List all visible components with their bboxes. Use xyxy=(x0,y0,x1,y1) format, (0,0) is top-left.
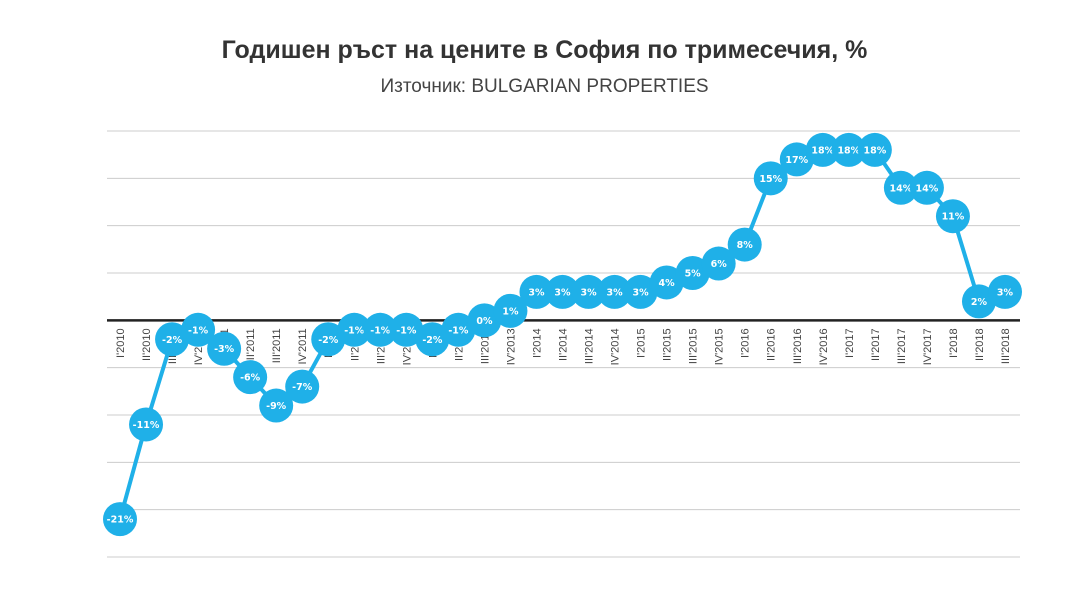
data-point xyxy=(988,274,1022,309)
x-tick-label: I'2010 xyxy=(115,328,127,358)
data-point xyxy=(857,132,892,167)
x-tick-label: II'2015 xyxy=(662,328,674,361)
data-label: 0% xyxy=(476,316,493,327)
data-point xyxy=(259,388,294,423)
data-point xyxy=(909,170,944,205)
data-point xyxy=(935,199,970,234)
data-label: 5% xyxy=(685,269,702,280)
data-label: 18% xyxy=(811,145,834,156)
x-tick-label: III'2015 xyxy=(688,328,700,364)
data-label: 18% xyxy=(863,145,886,156)
x-tick-label: III'2018 xyxy=(1000,328,1012,364)
data-label: -7% xyxy=(292,382,313,393)
data-label: 3% xyxy=(554,287,571,298)
data-label: 14% xyxy=(916,183,939,194)
data-point xyxy=(779,142,814,177)
data-label: 1% xyxy=(502,306,519,317)
data-point xyxy=(155,322,190,357)
data-point xyxy=(467,303,502,338)
x-tick-label: IV'2016 xyxy=(818,328,830,365)
x-tick-label: II'2017 xyxy=(870,328,882,361)
data-point xyxy=(961,284,996,319)
data-label: 3% xyxy=(580,287,597,298)
x-tick-label: III'2017 xyxy=(896,328,908,364)
data-label: 2% xyxy=(971,297,988,308)
data-label: -2% xyxy=(422,335,443,346)
x-tick-label: IV'2014 xyxy=(610,328,622,365)
data-label: 6% xyxy=(711,259,728,270)
data-point xyxy=(623,274,658,309)
data-label: 3% xyxy=(633,287,650,298)
x-tick-label: III'2011 xyxy=(271,328,283,363)
data-label: 3% xyxy=(528,287,545,298)
x-tick-label: I'2017 xyxy=(844,328,856,358)
x-tick-label: III'2013 xyxy=(479,328,491,364)
data-label: -1% xyxy=(396,325,417,336)
x-tick-label: I'2018 xyxy=(948,328,960,358)
x-tick-label: II'2018 xyxy=(974,328,986,361)
data-label: -11% xyxy=(133,420,160,431)
data-label: -1% xyxy=(448,325,469,336)
data-label: 11% xyxy=(942,212,965,223)
data-label: 3% xyxy=(997,287,1014,298)
data-point xyxy=(519,274,554,309)
data-point xyxy=(675,256,710,290)
x-tick-label: IV'2011 xyxy=(297,328,309,364)
data-point xyxy=(701,246,736,281)
data-point xyxy=(103,502,137,537)
x-tick-label: I'2016 xyxy=(740,328,752,358)
x-tick-label: I'2015 xyxy=(636,328,648,358)
data-point xyxy=(415,322,450,357)
data-point xyxy=(545,274,580,309)
data-label: -3% xyxy=(214,344,235,355)
x-tick-label: IV'2015 xyxy=(714,328,726,365)
data-point xyxy=(597,274,632,309)
x-tick-label: III'2016 xyxy=(792,328,804,364)
data-point xyxy=(285,369,320,404)
data-label: 15% xyxy=(759,174,782,185)
data-label: -6% xyxy=(240,373,261,384)
data-label: -2% xyxy=(162,335,183,346)
data-point xyxy=(831,132,866,167)
data-label: -1% xyxy=(344,325,365,336)
data-point xyxy=(363,312,398,347)
data-label: 8% xyxy=(737,240,754,251)
data-label: 3% xyxy=(606,287,623,298)
data-point xyxy=(805,132,840,167)
chart-title: Годишен ръст на цените в София по тримес… xyxy=(221,36,868,64)
data-point xyxy=(727,227,762,262)
data-label: 17% xyxy=(785,155,808,166)
x-tick-label: IV'2017 xyxy=(922,328,934,365)
data-label: 18% xyxy=(837,145,860,156)
data-point xyxy=(311,322,346,357)
x-tick-label: II'2016 xyxy=(766,328,778,361)
data-point xyxy=(233,360,268,395)
data-point xyxy=(129,407,164,442)
data-point xyxy=(337,312,372,347)
data-label: -2% xyxy=(318,335,339,346)
data-point xyxy=(493,293,528,328)
data-point xyxy=(649,265,684,300)
data-point xyxy=(181,312,216,347)
data-label: -1% xyxy=(188,325,209,336)
x-tick-label: I'2014 xyxy=(531,328,543,358)
data-label: 14% xyxy=(890,183,913,194)
data-point xyxy=(753,161,788,196)
data-point xyxy=(883,170,918,205)
data-point xyxy=(207,331,242,366)
data-point xyxy=(571,274,606,309)
x-tick-label: II'2014 xyxy=(558,328,570,361)
data-label: 4% xyxy=(659,278,676,289)
x-tick-label: II'2010 xyxy=(141,328,153,361)
data-label: -1% xyxy=(370,325,391,336)
chart-subtitle: Източник: BULGARIAN PROPERTIES xyxy=(380,76,709,97)
x-tick-label: III'2014 xyxy=(584,328,596,364)
data-point xyxy=(441,312,476,347)
x-tick-label: IV'2013 xyxy=(505,328,517,365)
data-label: -21% xyxy=(107,515,134,526)
data-point xyxy=(389,312,424,347)
data-label: -9% xyxy=(266,401,287,412)
x-tick-label: II'2011 xyxy=(245,328,257,360)
